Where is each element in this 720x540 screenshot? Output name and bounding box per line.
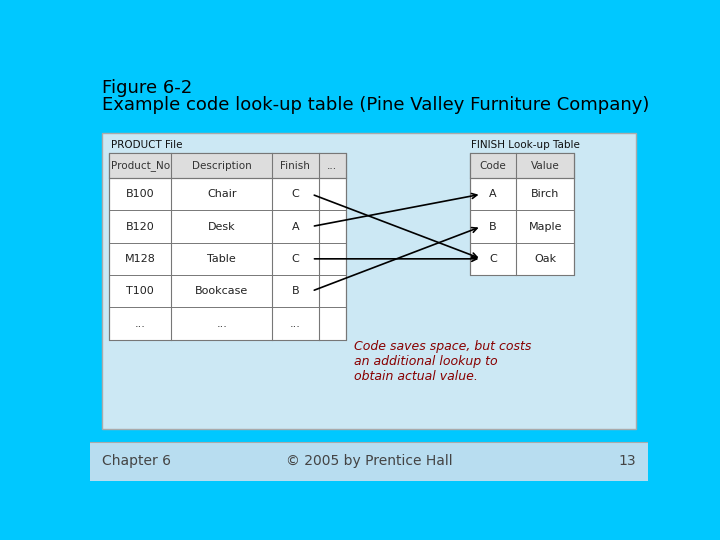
Text: ...: ... <box>290 319 301 328</box>
Text: Maple: Maple <box>528 221 562 232</box>
Text: Description: Description <box>192 161 251 171</box>
Text: C: C <box>292 189 300 199</box>
Text: ...: ... <box>216 319 228 328</box>
Text: Code: Code <box>480 161 506 171</box>
Text: T100: T100 <box>127 286 154 296</box>
Text: Chair: Chair <box>207 189 236 199</box>
Text: Example code look-up table (Pine Valley Furniture Company): Example code look-up table (Pine Valley … <box>102 96 649 114</box>
Text: Finish: Finish <box>280 161 310 171</box>
Text: ...: ... <box>135 319 146 328</box>
Text: 13: 13 <box>618 454 636 468</box>
Text: Oak: Oak <box>534 254 557 264</box>
Text: Desk: Desk <box>208 221 235 232</box>
Bar <box>102 132 636 429</box>
Text: Code saves space, but costs
an additional lookup to
obtain actual value.: Code saves space, but costs an additiona… <box>354 340 531 383</box>
Text: B: B <box>292 286 300 296</box>
Text: C: C <box>292 254 300 264</box>
Text: M128: M128 <box>125 254 156 264</box>
Bar <box>109 153 346 340</box>
Text: PRODUCT File: PRODUCT File <box>111 139 182 150</box>
Text: B: B <box>489 221 497 232</box>
Text: Birch: Birch <box>531 189 559 199</box>
Text: Bookcase: Bookcase <box>195 286 248 296</box>
Text: Table: Table <box>207 254 236 264</box>
Text: B100: B100 <box>126 189 155 199</box>
Text: Product_No: Product_No <box>111 160 170 171</box>
Text: Figure 6-2: Figure 6-2 <box>102 79 192 97</box>
Text: Chapter 6: Chapter 6 <box>102 454 171 468</box>
Text: A: A <box>292 221 300 232</box>
Text: A: A <box>489 189 497 199</box>
Bar <box>469 153 575 178</box>
Text: C: C <box>489 254 497 264</box>
Text: FINISH Look-up Table: FINISH Look-up Table <box>472 139 580 150</box>
Text: Value: Value <box>531 161 559 171</box>
Bar <box>469 153 575 275</box>
Bar <box>90 442 648 481</box>
Text: B120: B120 <box>126 221 155 232</box>
Text: © 2005 by Prentice Hall: © 2005 by Prentice Hall <box>286 454 452 468</box>
Bar <box>109 153 346 178</box>
Text: ...: ... <box>327 161 337 171</box>
